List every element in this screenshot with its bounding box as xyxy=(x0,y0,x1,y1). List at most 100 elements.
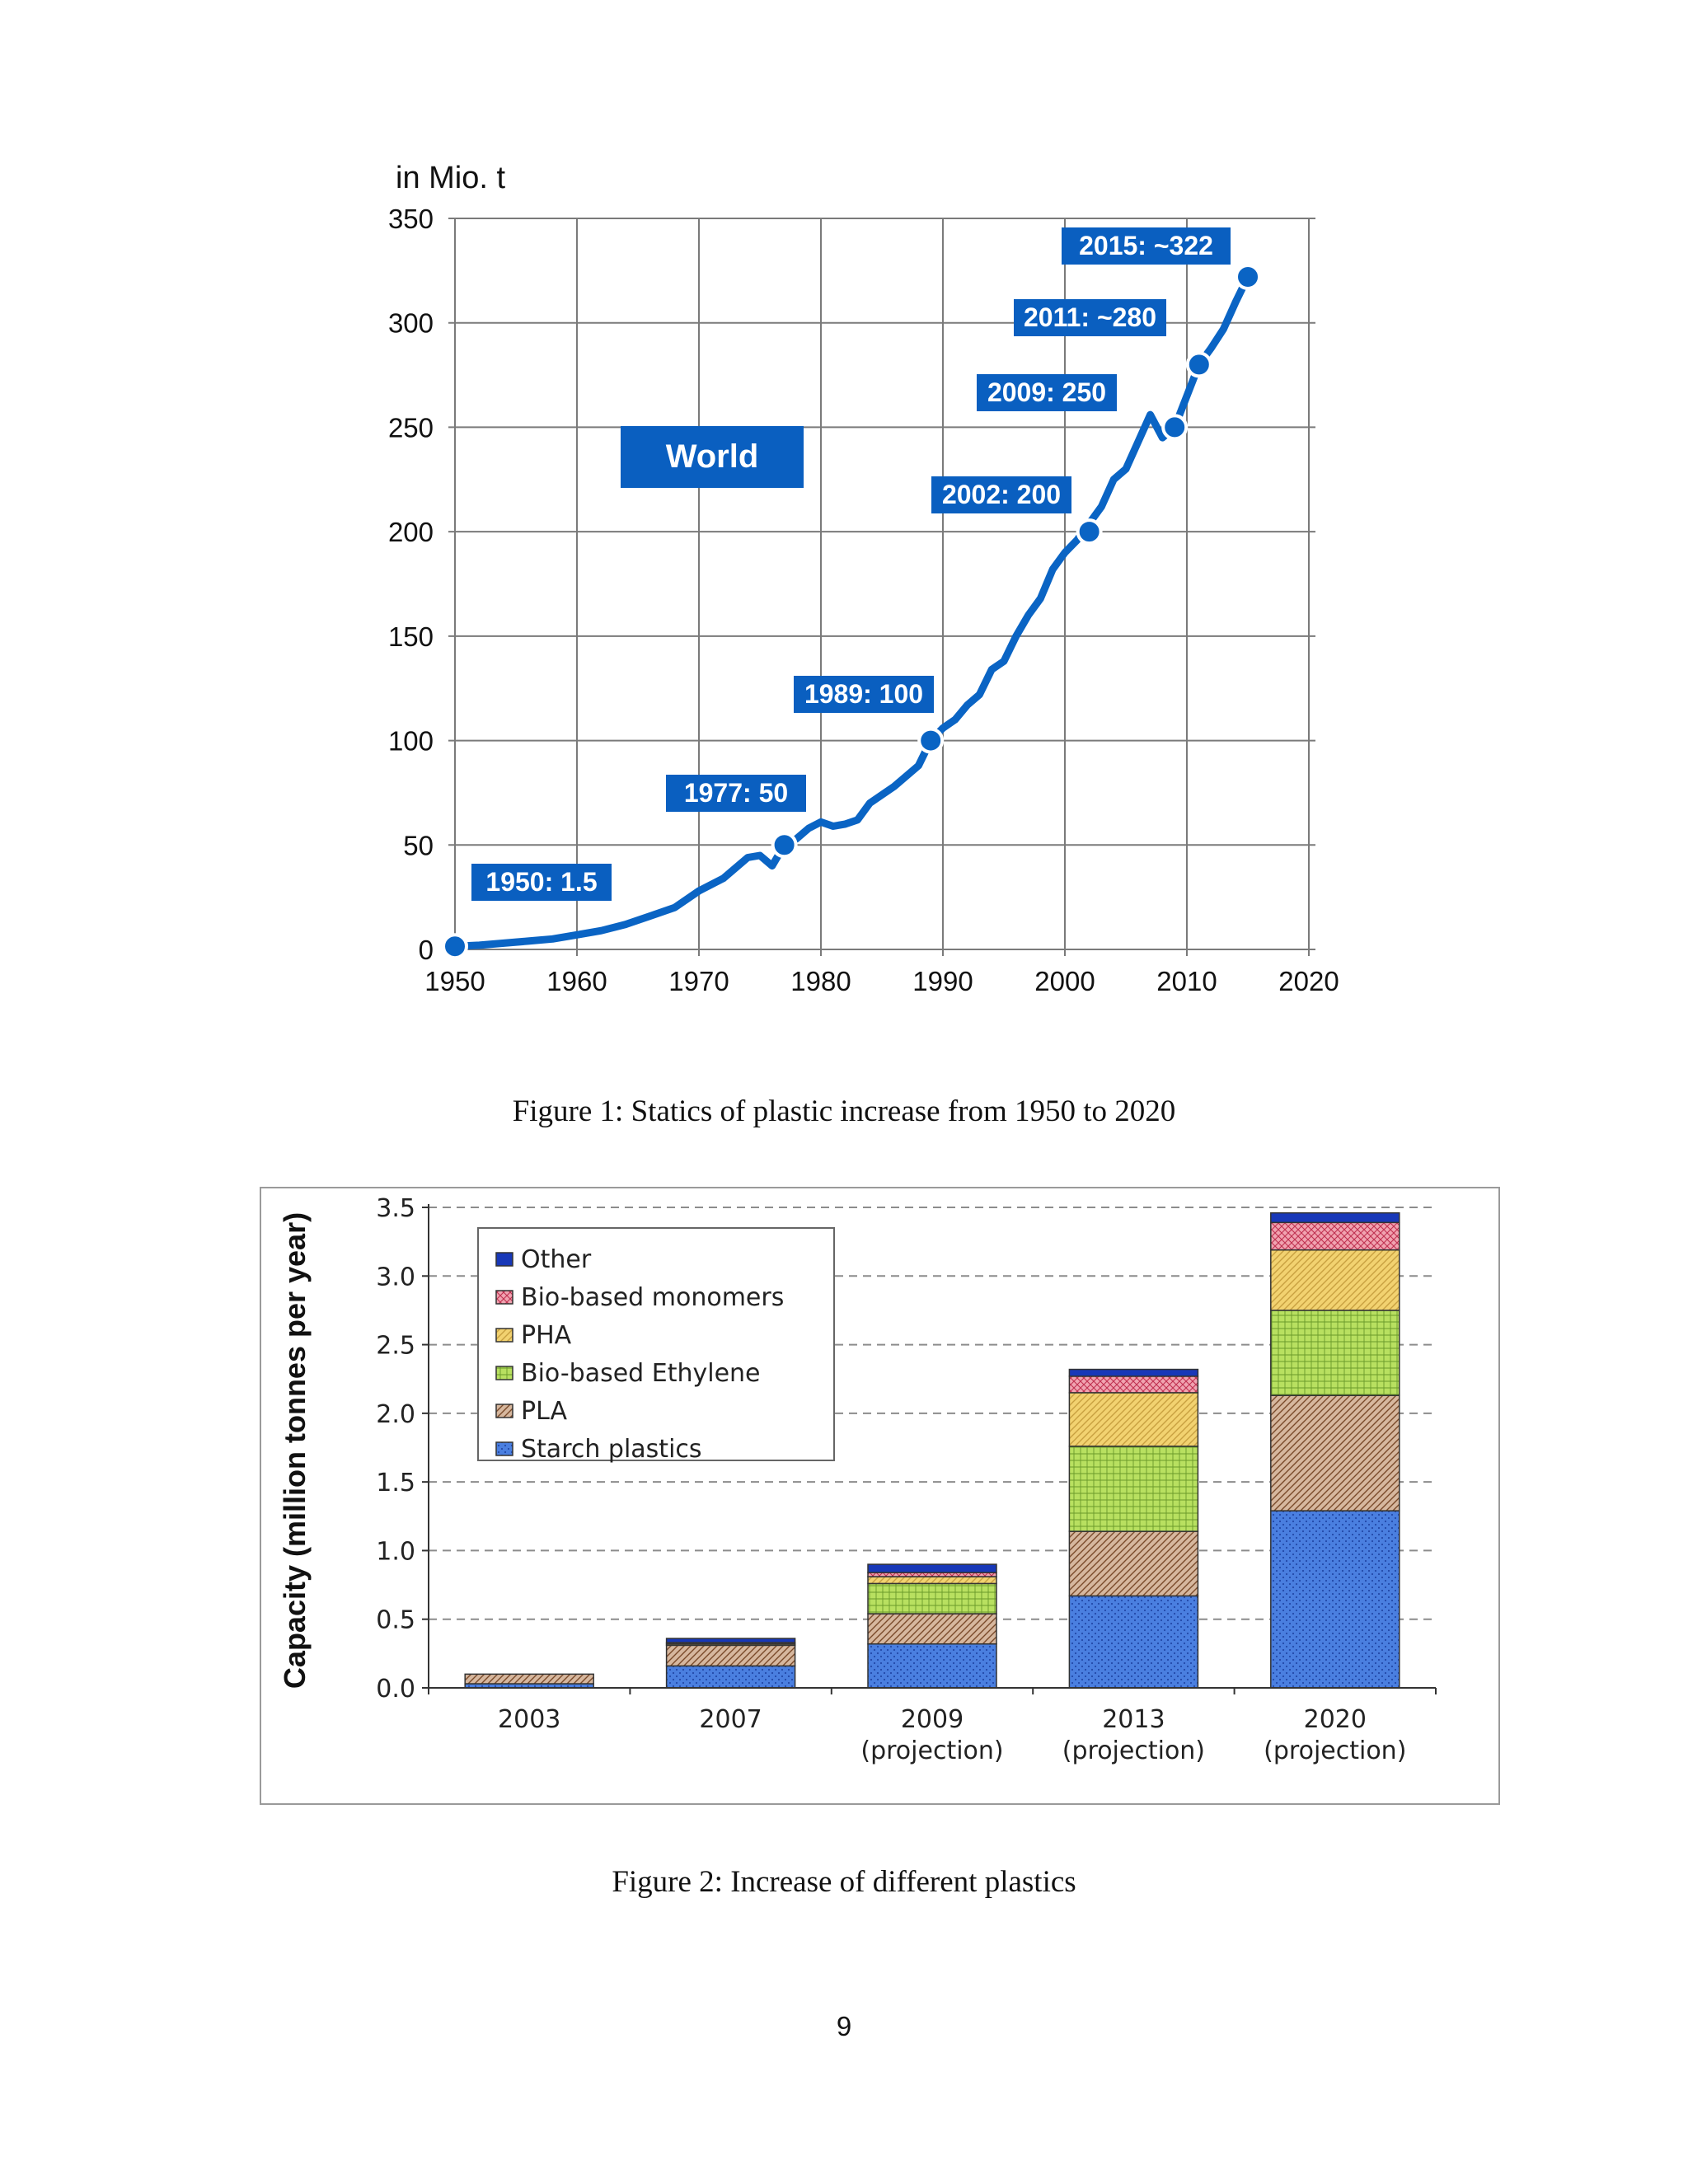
y-tick-label: 1.5 xyxy=(376,1469,415,1497)
bar-segment xyxy=(1270,1221,1400,1251)
annotation-marker xyxy=(1161,414,1189,441)
figure-2-stacked-bar-chart: 0.00.51.01.52.02.53.03.5 2003 2007 2009(pr… xyxy=(260,1187,1500,1805)
y-tick-label: 2.0 xyxy=(376,1400,415,1429)
annotation-label: 2011: ~280 xyxy=(1024,302,1156,332)
page-number: 9 xyxy=(836,2011,852,2041)
x-tick-label: 2013 xyxy=(1102,1705,1165,1734)
legend-entry: Other xyxy=(521,1245,592,1274)
bar-segment xyxy=(1068,1368,1199,1377)
y-tick-label: 0.5 xyxy=(376,1606,415,1635)
y-tick-label: 50 xyxy=(403,830,434,860)
bar-segment xyxy=(867,1576,997,1585)
region-label: World xyxy=(666,438,759,475)
legend-frame xyxy=(477,1227,835,1461)
x-tick-label: 1980 xyxy=(790,966,851,996)
legend-entry: Bio-based monomers xyxy=(521,1283,784,1312)
x-tick-label: 1950 xyxy=(424,966,485,996)
legend-swatch xyxy=(495,1366,513,1380)
legend-swatch xyxy=(495,1328,513,1343)
annotation-label-background xyxy=(931,476,1071,513)
y-axis-label: Capacity (million tonnes per year) xyxy=(278,1212,312,1689)
legend-swatch xyxy=(495,1404,513,1418)
y-tick-label: 2.5 xyxy=(376,1332,415,1361)
y-tick-label: 1.0 xyxy=(376,1537,415,1566)
bar-segment xyxy=(1068,1376,1199,1394)
x-tick-label: 2020 xyxy=(1278,966,1339,996)
y-tick-label: 300 xyxy=(388,308,434,339)
x-tick-label: (projection) xyxy=(1062,1736,1205,1765)
figure-1-caption: Figure 1: Statics of plastic increase fr… xyxy=(512,1094,1176,1128)
x-tick-label: 2010 xyxy=(1156,966,1217,996)
x-tick-label: 1960 xyxy=(546,966,607,996)
annotation-label-background xyxy=(471,864,612,901)
annotation-label-background xyxy=(794,676,934,713)
annotation-label: 2009: 250 xyxy=(987,377,1106,407)
bar-segment xyxy=(1068,1530,1199,1597)
annotation-marker xyxy=(442,933,468,960)
region-label-background xyxy=(621,426,804,488)
y-axis-unit-label: in Mio. t xyxy=(396,161,505,195)
annotation-label: 2015: ~322 xyxy=(1079,231,1213,260)
bar-segment xyxy=(867,1563,997,1573)
y-tick-label: 0.0 xyxy=(376,1675,415,1704)
x-tick-label: 2020 xyxy=(1304,1705,1367,1734)
bar-segment xyxy=(665,1638,796,1643)
y-tick-label: 3.0 xyxy=(376,1263,415,1291)
legend-swatch xyxy=(495,1441,513,1456)
grid xyxy=(448,218,1315,956)
bar-segment xyxy=(867,1613,997,1645)
annotation-marker xyxy=(1076,518,1103,546)
legend-entry: Bio-based Ethylene xyxy=(521,1359,761,1388)
annotation-marker xyxy=(771,832,798,859)
annotation-label: 1977: 50 xyxy=(684,778,788,808)
annotation-label-background xyxy=(666,775,806,812)
annotation-marker xyxy=(1185,351,1212,378)
y-tick-label: 350 xyxy=(388,204,434,234)
annotation-label-background xyxy=(1062,227,1231,265)
y-tick-label: 3.5 xyxy=(376,1194,415,1223)
legend-entry: Starch plastics xyxy=(521,1435,702,1464)
x-tick-labels: 2003 2007 2009(projection)2013(projection)… xyxy=(498,1705,1406,1765)
legend-entry: PLA xyxy=(521,1397,567,1426)
bar-segment xyxy=(1068,1595,1199,1689)
legend-entry: PHA xyxy=(521,1321,572,1350)
region-label-box: World xyxy=(621,426,804,488)
legend: Other Bio-based monomers PHA Bio-based Ethy… xyxy=(477,1227,835,1464)
annotation-marker xyxy=(1235,263,1261,290)
y-tick-label: 0 xyxy=(419,935,434,965)
bar-segment xyxy=(1270,1310,1400,1396)
legend-swatch xyxy=(495,1290,513,1305)
x-tick-label: 1970 xyxy=(668,966,729,996)
bar-segment xyxy=(1270,1212,1400,1224)
y-tick-labels: 0 50 100 150 200 250 300 350 xyxy=(388,204,434,965)
x-tick-label: 1990 xyxy=(912,966,973,996)
y-tick-label: 200 xyxy=(388,517,434,547)
figure-1-line-chart: in Mio. t 0 50 100 150 200 250 300 350 1950 1960… xyxy=(388,161,1339,996)
x-tick-label: 2000 xyxy=(1034,966,1095,996)
x-tick-label: 2003 xyxy=(498,1705,560,1734)
y-tick-labels: 0.0 0.5 1.0 1.5 2.0 2.5 3.0 3.5 xyxy=(376,1194,415,1704)
annotations: 1950: 1.5 1977: 50 1989: 100 2002: 200 2009:… xyxy=(442,227,1261,960)
bar-segment xyxy=(1068,1446,1199,1532)
y-tick-label: 250 xyxy=(388,412,434,443)
annotation-label-background xyxy=(977,374,1117,411)
annotation-label: 1950: 1.5 xyxy=(485,867,597,897)
bars xyxy=(464,1212,1400,1689)
bar-segment xyxy=(867,1643,997,1689)
production-series-line xyxy=(451,273,1252,950)
legend-swatch xyxy=(495,1252,513,1267)
bar-segment xyxy=(665,1665,796,1689)
x-tick-label: (projection) xyxy=(860,1736,1003,1765)
y-tick-label: 150 xyxy=(388,621,434,652)
bar-segment xyxy=(1270,1394,1400,1511)
annotation-marker xyxy=(917,727,945,754)
figure-2-caption: Figure 2: Increase of different plastics xyxy=(612,1865,1076,1899)
y-tick-label: 100 xyxy=(388,726,434,757)
x-tick-label: 2007 xyxy=(699,1705,762,1734)
annotation-label-background xyxy=(1014,299,1166,336)
bar-segment xyxy=(1270,1249,1400,1311)
bar-segment xyxy=(1068,1392,1199,1447)
x-tick-label: (projection) xyxy=(1264,1736,1406,1765)
x-tick-labels: 1950 1960 1970 1980 1990 2000 2010 2020 xyxy=(424,966,1339,996)
annotation-label: 2002: 200 xyxy=(942,480,1061,509)
